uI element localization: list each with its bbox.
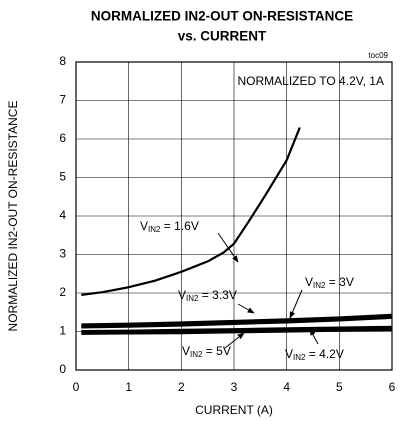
- x-tick-label: 1: [125, 380, 132, 394]
- y-tick-label: 6: [59, 131, 66, 145]
- y-tick-label: 7: [59, 93, 66, 107]
- series-label: VIN2 = 5V: [182, 344, 231, 359]
- y-tick-label: 2: [59, 285, 66, 299]
- x-tick-label: 4: [283, 380, 290, 394]
- x-axis-label: CURRENT (A): [195, 403, 273, 417]
- x-tick-label: 2: [178, 380, 185, 394]
- annotation: NORMALIZED TO 4.2V, 1A: [237, 74, 384, 88]
- series-line: [81, 127, 301, 296]
- series-label: VIN2 = 3V: [305, 275, 354, 290]
- y-tick-label: 1: [59, 324, 66, 338]
- chart-subtitle: vs. CURRENT: [178, 29, 267, 44]
- y-axis-label: NORMALIZED IN2-OUT ON-RESISTANCE: [6, 101, 20, 332]
- chart-title: NORMALIZED IN2-OUT ON-RESISTANCE: [91, 9, 353, 24]
- y-tick-label: 8: [59, 54, 66, 68]
- series-line: [81, 315, 393, 329]
- x-tick-label: 6: [389, 380, 396, 394]
- figure-code: toc09: [368, 51, 388, 60]
- y-tick-label: 5: [59, 170, 66, 184]
- arrow: [289, 289, 303, 319]
- arrow: [237, 303, 255, 314]
- series-label: VIN2 = 3.3V: [178, 288, 237, 303]
- y-tick-label: 4: [59, 208, 66, 222]
- x-tick-label: 3: [231, 380, 238, 394]
- arrow: [224, 332, 245, 349]
- series-line: [81, 328, 393, 335]
- x-tick-label: 5: [336, 380, 343, 394]
- series-line: [81, 313, 393, 327]
- series-label: VIN2 = 4.2V: [285, 347, 344, 362]
- series-line: [81, 325, 393, 333]
- plot-frame: [75, 61, 393, 371]
- x-tick-label: 0: [73, 380, 80, 394]
- series-label: VIN2 = 1.6V: [140, 219, 199, 234]
- y-tick-label: 3: [59, 247, 66, 261]
- y-tick-label: 0: [59, 362, 66, 376]
